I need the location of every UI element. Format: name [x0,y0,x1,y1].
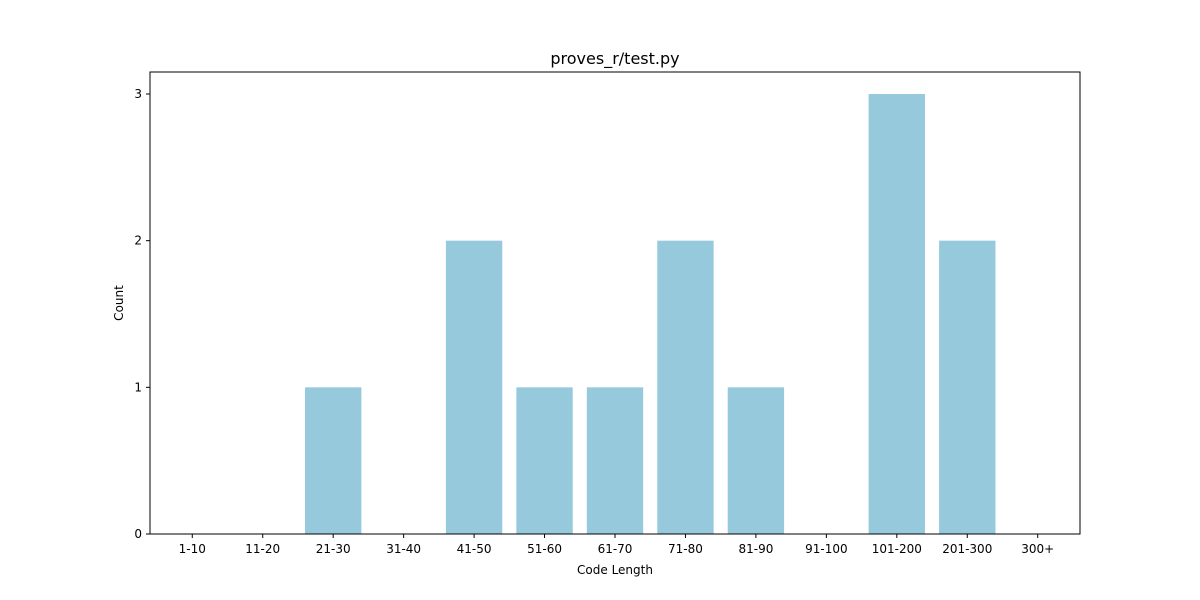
x-tick-label: 31-40 [386,542,421,556]
bar-71-80 [657,240,714,534]
bar-61-70 [586,387,644,534]
bar-51-60 [516,387,573,534]
x-tick-label: 81-90 [738,542,773,556]
x-tick-label: 41-50 [457,542,492,556]
x-axis-ticks: 1-10 11-20 21-30 31-40 41-50 51-60 61-70 71-80 8… [179,534,1054,556]
bar-81-90 [727,387,785,534]
x-tick-label: 61-70 [598,542,633,556]
x-tick-label: 201-300 [942,542,992,556]
bars-group [305,94,996,534]
bar-101-200 [868,94,925,534]
y-tick-label: 2 [134,234,142,248]
x-tick-label: 91-100 [805,542,848,556]
x-tick-label: 11-20 [245,542,280,556]
bar-21-30 [305,387,362,534]
y-axis-label: Count [112,285,126,321]
x-tick-label: 51-60 [527,542,562,556]
x-tick-label: 21-30 [316,542,351,556]
x-axis-label: Code Length [577,563,653,577]
chart-title: proves_r/test.py [550,49,679,69]
x-tick-label: 71-80 [668,542,703,556]
bar-41-50 [445,240,503,534]
y-tick-label: 0 [134,527,142,541]
x-tick-label: 101-200 [872,542,922,556]
x-tick-label: 300+ [1021,542,1054,556]
y-axis-ticks: 0 1 2 3 [134,87,150,541]
y-tick-label: 1 [134,380,142,394]
y-tick-label: 3 [134,87,142,101]
bar-201-300 [939,240,996,534]
x-tick-label: 1-10 [179,542,206,556]
